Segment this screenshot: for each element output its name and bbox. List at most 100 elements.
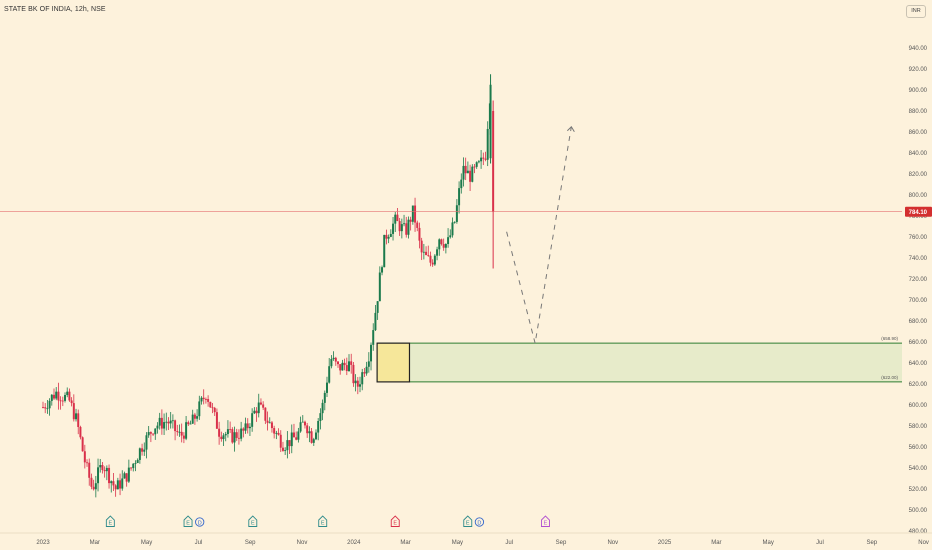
price-tick-label: 820.00 — [909, 172, 928, 178]
candle-body — [308, 431, 311, 434]
time-tick-label: Sep — [866, 540, 877, 546]
candle-body — [275, 432, 278, 434]
candle-body — [167, 421, 170, 424]
candle-body — [112, 481, 115, 486]
earnings-marker-shape — [318, 515, 328, 527]
earnings-marker: E — [463, 515, 473, 527]
price-tick-label: 720.00 — [909, 277, 928, 283]
candle-body — [180, 431, 183, 436]
earnings-marker: E — [248, 515, 258, 527]
earnings-marker-shape — [248, 515, 258, 527]
candle-body — [431, 262, 434, 265]
candle-body — [196, 416, 199, 419]
candle-body — [489, 84, 492, 159]
candle-body — [436, 249, 439, 256]
candle-body — [110, 481, 113, 484]
candle-body — [130, 467, 133, 469]
dividend-marker-shape — [474, 517, 485, 527]
candle-body — [312, 439, 315, 443]
candle-body — [154, 428, 157, 435]
candle-body — [464, 165, 467, 174]
candle-body — [138, 448, 141, 460]
event-marker-label: E — [251, 521, 255, 527]
candle-body — [121, 478, 124, 489]
candle-body — [370, 344, 373, 362]
candle-body — [81, 437, 84, 452]
candle-body — [94, 483, 97, 490]
price-tick-label: 800.00 — [909, 193, 928, 199]
candle-body — [55, 391, 58, 399]
event-marker-label: E — [109, 521, 113, 527]
candle-body — [222, 435, 225, 440]
candle-body — [207, 399, 210, 402]
candle-body — [396, 214, 399, 222]
candle-body — [61, 400, 64, 402]
candle-body — [429, 255, 432, 263]
candle-body — [59, 400, 62, 402]
time-tick-label: Jul — [195, 540, 203, 546]
dividend-marker: D — [195, 517, 205, 527]
candle-body — [189, 423, 192, 425]
candle-body — [376, 301, 379, 313]
time-tick-label: 2024 — [347, 540, 361, 546]
candle-body — [451, 222, 454, 236]
price-axis[interactable]: 940.00 920.00 900.00 880.00 860.00 840.00 820.… — [905, 46, 932, 535]
candle-body — [116, 480, 119, 490]
candle-body — [306, 425, 309, 434]
candle-body — [134, 463, 137, 464]
candle-body — [473, 166, 476, 168]
earnings-marker-shape — [390, 515, 400, 527]
candle-body — [323, 392, 326, 403]
price-tick-label: 640.00 — [909, 361, 928, 367]
candle-body — [284, 450, 287, 451]
candle-body — [354, 380, 357, 384]
candle-body — [389, 233, 392, 237]
price-tick-label: 540.00 — [909, 466, 928, 472]
time-tick-label: Jul — [505, 540, 513, 546]
candle-body — [466, 170, 469, 174]
candle-body — [209, 401, 212, 408]
price-tick-label: 500.00 — [909, 508, 928, 514]
candle-body — [255, 410, 258, 414]
candle-body — [86, 462, 89, 464]
candle-body — [398, 221, 401, 232]
time-axis[interactable]: 2023 Mar May Jul Sep Nov 2024 Mar May Jul Sep Nov 20… — [0, 532, 932, 546]
projection-path — [506, 126, 572, 344]
price-tick-label: 660.00 — [909, 340, 928, 346]
candle-body — [242, 428, 245, 431]
candle-body — [229, 429, 232, 430]
time-tick-label: Mar — [400, 540, 410, 546]
candle-body — [438, 239, 441, 250]
candle-body — [453, 221, 456, 223]
chart-title: STATE BK OF INDIA, 12h, NSE — [4, 6, 106, 13]
candle-body — [372, 330, 375, 345]
current-price-label: 784.10 — [909, 210, 928, 216]
earnings-marker: E — [541, 515, 550, 527]
candle-body — [310, 431, 313, 443]
candle-body — [83, 451, 86, 463]
candle-body — [414, 205, 417, 223]
candle-body — [449, 235, 452, 238]
candle-body — [114, 485, 117, 490]
candle-body — [42, 407, 44, 408]
candle-body — [319, 413, 322, 421]
candle-body — [409, 219, 412, 222]
candle-body — [156, 425, 159, 429]
candle-body — [387, 236, 390, 239]
candle-body — [136, 459, 139, 464]
time-tick-label: May — [452, 540, 463, 546]
candle-body — [193, 414, 196, 419]
candle-body — [321, 402, 324, 414]
candle-body — [105, 467, 108, 472]
candle-body — [400, 224, 403, 232]
candle-body — [231, 429, 234, 443]
candle-body — [50, 394, 53, 401]
event-marker-label: E — [321, 521, 325, 527]
candle-body — [215, 412, 218, 429]
currency-button[interactable]: INR — [906, 5, 926, 18]
candle-body — [218, 428, 221, 437]
candle-body — [352, 364, 355, 384]
candle-body — [482, 157, 485, 159]
